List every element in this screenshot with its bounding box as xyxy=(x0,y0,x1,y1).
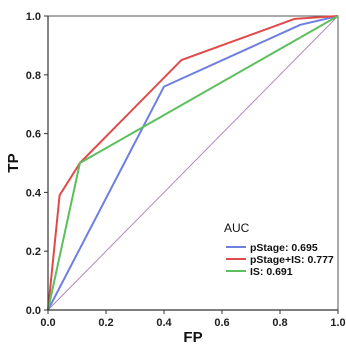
reference-diagonal xyxy=(47,15,339,311)
legend-entry-2: IS: 0.691 xyxy=(250,266,293,278)
axes xyxy=(47,16,338,311)
x-tick-label: 0.8 xyxy=(272,317,287,329)
x-ticks: 0.0 0.2 0.4 0.6 0.8 1.0 xyxy=(40,310,346,329)
series-line-2 xyxy=(47,15,339,311)
y-ticks: 0.0 0.2 0.4 0.6 0.8 1.0 xyxy=(26,11,48,317)
x-tick-label: 0.2 xyxy=(98,317,113,329)
reference-line xyxy=(47,15,339,311)
y-tick-label: 1.0 xyxy=(26,11,41,23)
x-tick-label: 0.6 xyxy=(214,317,229,329)
y-tick-label: 0.8 xyxy=(26,70,41,82)
series-layer xyxy=(47,15,339,311)
y-tick-label: 0.0 xyxy=(26,305,41,317)
x-axis-label: FP xyxy=(183,329,202,346)
x-tick-label: 0.4 xyxy=(156,317,172,329)
y-tick-label: 0.2 xyxy=(26,246,41,258)
y-tick-label: 0.6 xyxy=(26,129,41,141)
legend-entry-0: pStage: 0.695 xyxy=(250,242,318,254)
legend-title: AUC xyxy=(224,221,250,235)
x-tick-label: 1.0 xyxy=(330,317,345,329)
x-tick-label: 0.0 xyxy=(40,317,55,329)
series-line-1 xyxy=(47,15,339,311)
series-line-0 xyxy=(47,15,339,311)
legend-entry-1: pStage+IS: 0.777 xyxy=(250,254,334,266)
y-axis-label: TP xyxy=(5,153,22,172)
y-tick-label: 0.4 xyxy=(26,187,42,199)
